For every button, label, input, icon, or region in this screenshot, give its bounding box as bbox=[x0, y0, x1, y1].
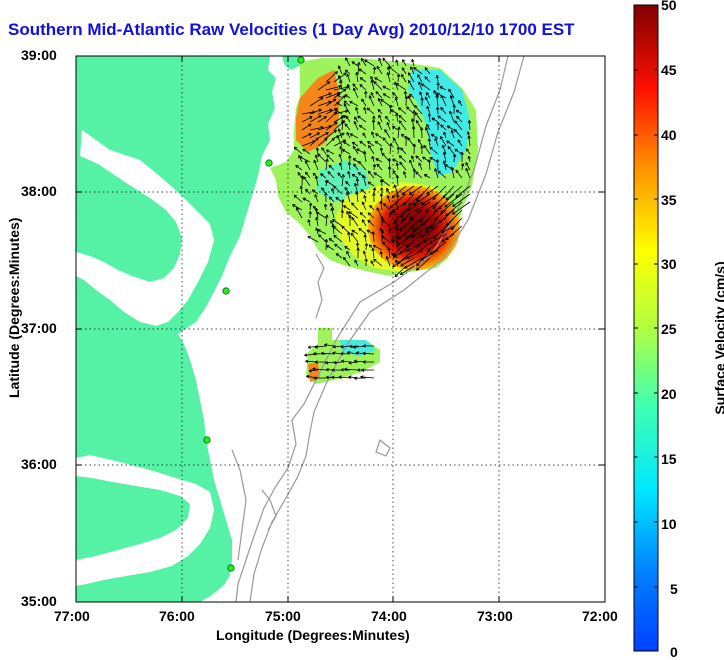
radar-site-marker bbox=[228, 565, 234, 571]
radar-site-marker bbox=[266, 160, 272, 166]
land-mass-cape-may bbox=[282, 56, 300, 70]
radar-site-marker bbox=[298, 57, 304, 63]
radar-site-marker bbox=[204, 437, 210, 443]
radar-site-marker bbox=[223, 288, 229, 294]
